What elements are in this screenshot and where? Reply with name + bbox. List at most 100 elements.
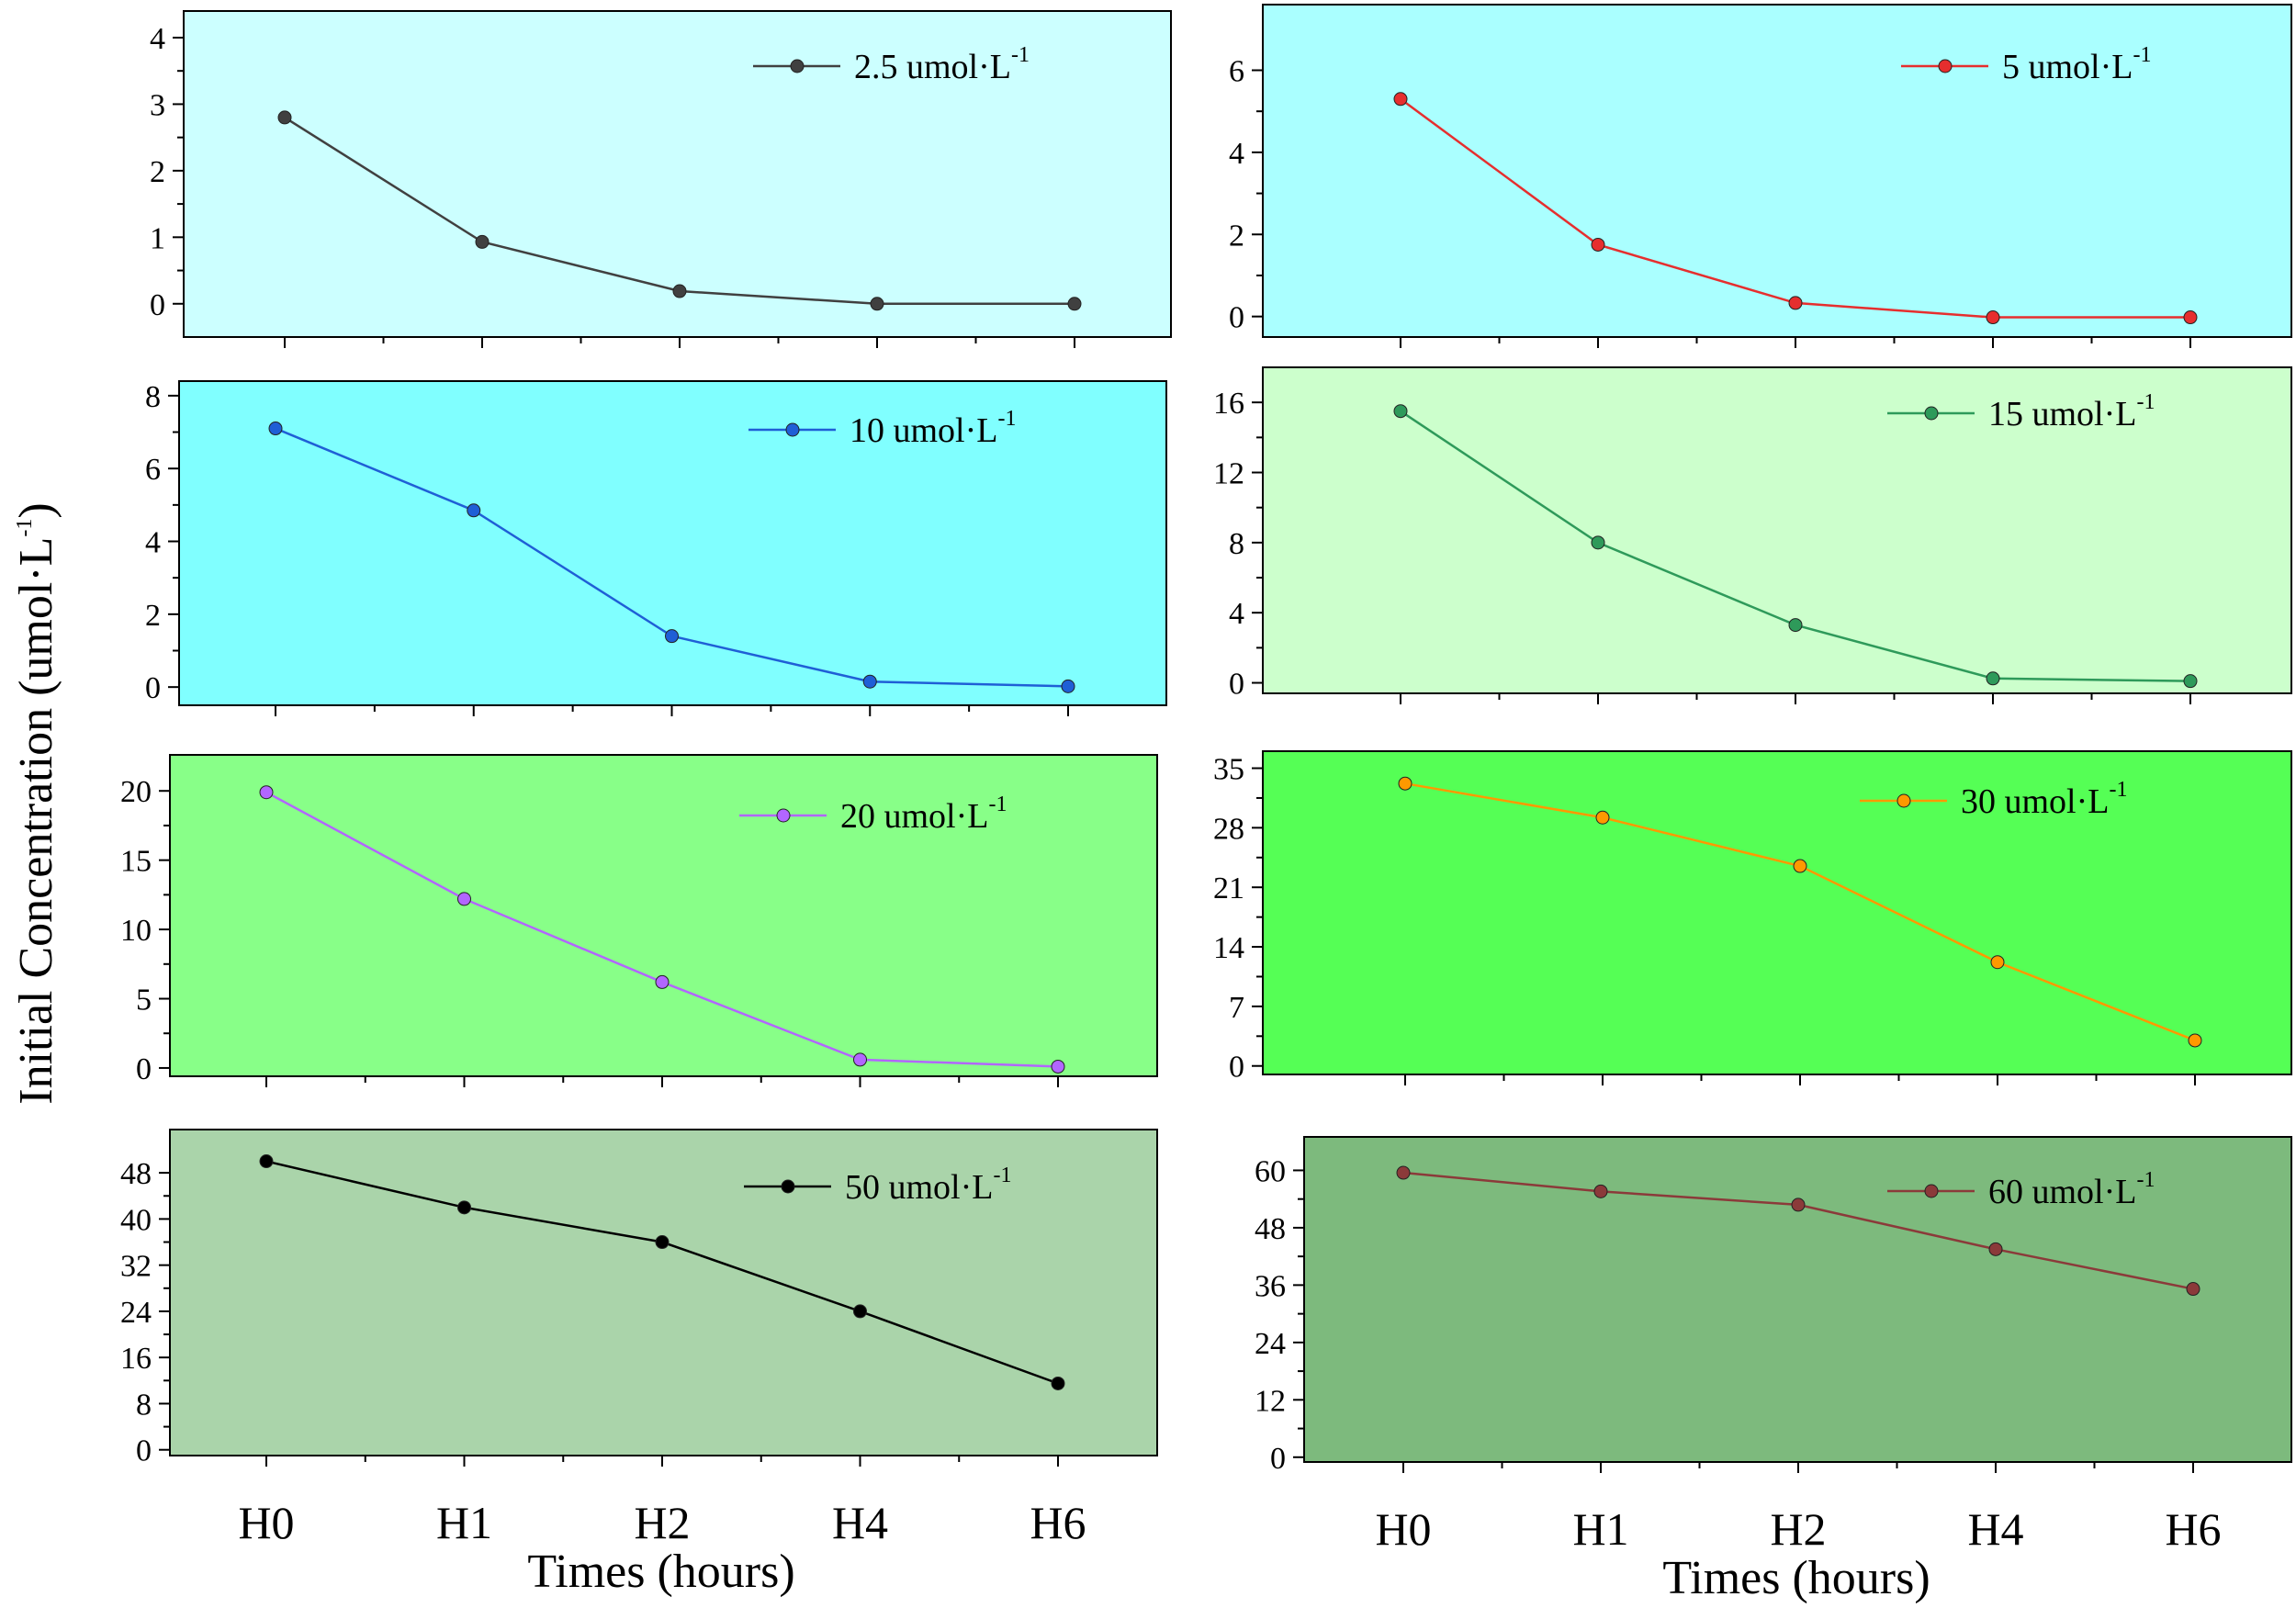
plot-area <box>1262 4 2292 338</box>
plot-area <box>1303 1136 2292 1463</box>
y-tick-label: 8 <box>136 1388 152 1422</box>
data-point <box>2183 674 2198 689</box>
legend-label: 5 umol·L-1 <box>2002 43 2151 86</box>
data-point <box>1791 1198 1806 1212</box>
data-point <box>1051 1376 1065 1390</box>
y-tick-label: 0 <box>150 288 165 322</box>
y-tick-label: 40 <box>120 1203 152 1237</box>
legend-label: 20 umol·L-1 <box>840 793 1007 836</box>
data-point <box>1396 1165 1411 1180</box>
y-tick-label: 2 <box>150 155 165 189</box>
y-tick-label: 15 <box>120 845 152 879</box>
y-tick-label: 48 <box>120 1157 152 1191</box>
x-tick-label: H1 <box>436 1497 492 1548</box>
x-tick-label: H6 <box>2165 1503 2221 1555</box>
y-tick-label: 2 <box>1229 219 1244 253</box>
data-point <box>862 674 877 689</box>
data-point <box>853 1304 867 1319</box>
legend-marker <box>790 59 805 73</box>
y-tick-label: 14 <box>1213 931 1244 965</box>
y-tick-label: 7 <box>1229 991 1244 1025</box>
y-tick-label: 3 <box>150 88 165 122</box>
y-tick-label: 0 <box>136 1434 152 1468</box>
y-tick-label: 0 <box>1270 1442 1286 1476</box>
data-point <box>475 234 490 249</box>
y-tick-label: 0 <box>145 671 161 705</box>
plot-area <box>169 754 1158 1077</box>
y-tick-label: 36 <box>1255 1269 1286 1303</box>
x-tick-label: H2 <box>1770 1503 1826 1555</box>
x-tick-label: H1 <box>1572 1503 1628 1555</box>
data-point <box>1067 297 1082 311</box>
legend-marker <box>1924 1184 1939 1198</box>
data-point <box>853 1052 867 1067</box>
data-point <box>1788 296 1803 310</box>
y-tick-label: 20 <box>120 775 152 809</box>
y-tick-label: 4 <box>1229 137 1244 171</box>
legend-marker <box>785 422 800 437</box>
x-tick-label: H2 <box>634 1497 690 1548</box>
x-axis-title-right: Times (hours) <box>1662 1552 1930 1604</box>
legend-marker <box>1924 406 1939 421</box>
x-axis-title-left: Times (hours) <box>527 1546 794 1598</box>
legend-marker <box>776 808 791 823</box>
data-point <box>1788 618 1803 633</box>
data-point <box>1393 92 1408 107</box>
legend-label: 30 umol·L-1 <box>1961 778 2127 821</box>
data-point <box>2186 1282 2200 1297</box>
chart-panel-1: 0 1 2 3 4 2.5 umol·L-1 <box>150 10 1172 348</box>
y-tick-label: 24 <box>1255 1327 1286 1361</box>
chart-panel-4: 0 4 8 12 16 15 umol·L-1 <box>1213 366 2292 704</box>
chart-panel-2: 0 2 4 6 5 umol·L-1 <box>1229 4 2292 348</box>
legend-label: 50 umol·L-1 <box>845 1164 1011 1207</box>
data-point <box>1398 776 1412 791</box>
legend-label: 2.5 umol·L-1 <box>854 43 1030 86</box>
y-tick-label: 16 <box>120 1342 152 1376</box>
y-tick-label: 1 <box>150 221 165 255</box>
y-tick-label: 24 <box>120 1296 152 1330</box>
chart-panel-6: 0 7 14 21 28 35 30 umol·L-1 <box>1213 750 2292 1085</box>
data-point <box>870 297 884 311</box>
y-tick-label: 32 <box>120 1250 152 1284</box>
data-point <box>268 422 283 436</box>
data-point <box>1793 859 1807 873</box>
plot-area <box>169 1129 1158 1456</box>
plot-area <box>183 10 1172 338</box>
y-tick-label: 0 <box>1229 1051 1244 1085</box>
data-point <box>1986 310 2000 325</box>
x-tick-label: H0 <box>238 1497 294 1548</box>
data-point <box>1593 1184 1608 1198</box>
data-point <box>1986 671 2000 686</box>
y-tick-label: 48 <box>1255 1212 1286 1246</box>
data-point <box>2183 310 2198 325</box>
y-tick-label: 4 <box>1229 597 1244 631</box>
y-tick-label: 16 <box>1213 387 1244 421</box>
data-point <box>1051 1059 1065 1074</box>
legend-marker <box>1938 59 1953 73</box>
data-point <box>1591 535 1605 550</box>
y-tick-label: 60 <box>1255 1154 1286 1188</box>
x-tick-label: H0 <box>1375 1503 1431 1555</box>
data-point <box>259 1154 274 1169</box>
data-point <box>665 629 679 644</box>
data-point <box>457 1200 471 1215</box>
y-tick-label: 35 <box>1213 753 1244 787</box>
data-point <box>467 503 481 518</box>
y-tick-label: 8 <box>1229 527 1244 561</box>
data-point <box>259 785 274 800</box>
y-tick-label: 6 <box>1229 55 1244 89</box>
x-tick-label: H4 <box>1967 1503 2023 1555</box>
data-point <box>655 974 670 989</box>
chart-panel-7: 0 8 16 24 32 40 48 H0 H1 H2 H4 H6 50 umol·L-1 <box>120 1129 1158 1548</box>
y-tick-label: 10 <box>120 914 152 948</box>
y-tick-label: 12 <box>1255 1384 1286 1418</box>
y-tick-label: 8 <box>145 380 161 414</box>
data-point <box>277 110 292 125</box>
y-tick-label: 0 <box>136 1052 152 1086</box>
data-point <box>655 1235 670 1250</box>
data-point <box>1393 404 1408 419</box>
data-point <box>457 892 471 906</box>
data-point <box>1061 679 1075 693</box>
chart-panel-8: 0 12 24 36 48 60 H0 H1 H2 H4 H6 60 umol·L-1 <box>1255 1136 2292 1555</box>
